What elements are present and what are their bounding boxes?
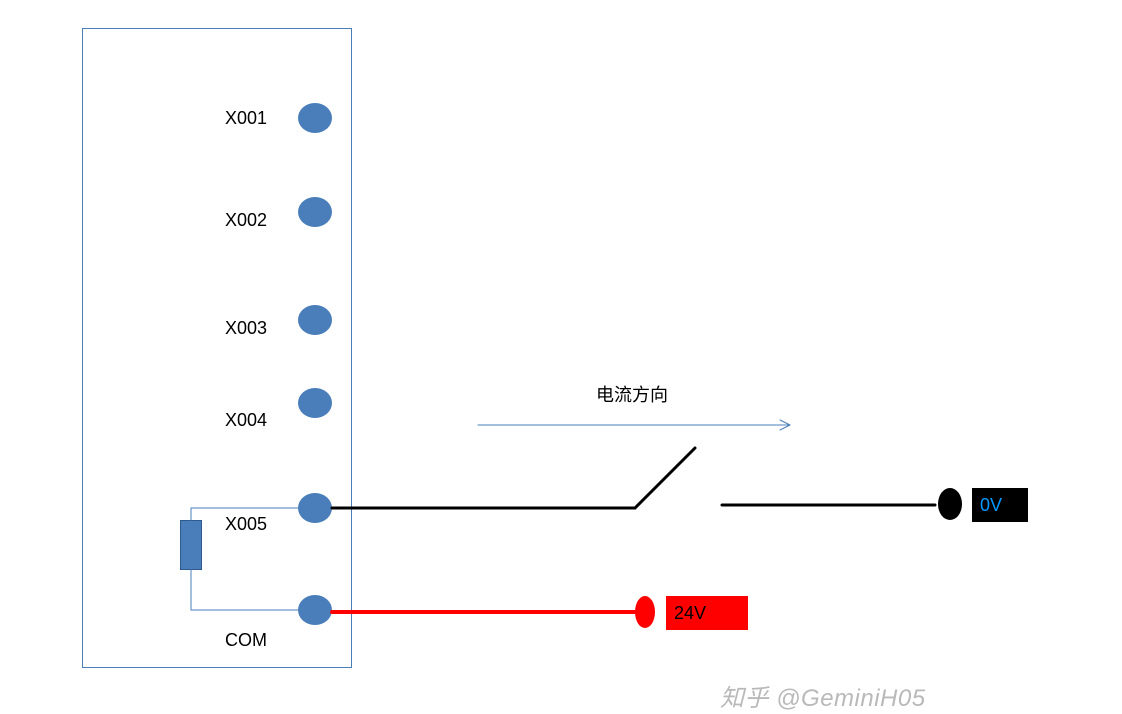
terminal-com: [298, 595, 332, 625]
switch-contact: [332, 448, 935, 508]
terminal-x003: [298, 305, 332, 335]
terminal-x005: [298, 493, 332, 523]
internal-resistor: [180, 520, 202, 570]
label-0v: 0V: [972, 488, 1028, 522]
label-24v: 24V: [666, 596, 748, 630]
watermark: 知乎 @GeminiH05: [720, 678, 926, 713]
terminal-x001: [298, 103, 332, 133]
terminal-label-x004: X004: [225, 410, 267, 431]
terminal-label-x003: X003: [225, 318, 267, 339]
label-24v-text: 24V: [674, 603, 706, 624]
terminal-label-x005: X005: [225, 514, 267, 535]
marker-24v: [635, 596, 655, 628]
current-direction-arrow: [478, 420, 790, 430]
current-direction-label: 电流方向: [596, 381, 668, 407]
terminal-label-com: COM: [225, 630, 267, 651]
terminal-x004: [298, 388, 332, 418]
label-0v-text: 0V: [980, 495, 1002, 516]
terminal-label-x002: X002: [225, 210, 267, 231]
terminal-label-x001: X001: [225, 108, 267, 129]
marker-0v: [938, 488, 962, 520]
terminal-x002: [298, 197, 332, 227]
